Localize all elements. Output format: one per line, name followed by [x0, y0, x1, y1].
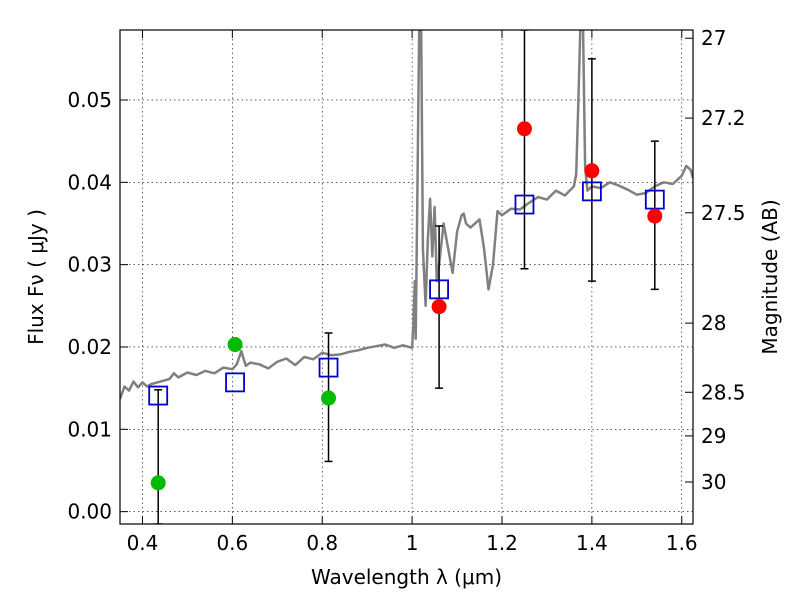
x-tick-label: 0.6: [216, 531, 248, 555]
y-tick-label: 0.04: [67, 170, 112, 194]
model-photometry-square: [429, 279, 449, 300]
marker-layer: [148, 121, 665, 491]
model-photometry-square: [318, 357, 339, 378]
model-spectrum-line: [120, 30, 693, 400]
y2-tick-label: 27: [701, 26, 726, 50]
plot-frame: [119, 29, 694, 525]
model-photometry-square: [148, 385, 169, 406]
y2-tick-label: 27.2: [701, 106, 746, 130]
y-axis-label: Flux Fν ( μJy ): [24, 209, 48, 345]
y2-tick-label: 30: [701, 470, 726, 494]
x-tick-label: 0.4: [127, 531, 159, 555]
model-photometry-square: [581, 181, 602, 202]
y2-tick-label: 28: [701, 311, 726, 335]
y2-axis-label: Magnitude (AB): [758, 199, 782, 354]
x-tick-label: 1.6: [666, 531, 698, 555]
detection-point: [431, 299, 447, 315]
x-tick-label: 1: [406, 531, 419, 555]
x-tick-label: 0.8: [306, 531, 338, 555]
x-tick-label: 1.4: [576, 531, 608, 555]
model-photometry-square: [514, 194, 535, 215]
y2-tick-label: 27.5: [701, 201, 746, 225]
detection-point: [584, 163, 600, 179]
upper-limit-point: [150, 475, 166, 491]
grid-layer: [120, 30, 693, 524]
x-tick-label: 1.2: [486, 531, 518, 555]
tick-layer: 0.4 0.6 0.8 1 1.2 1.4 1.6 0.00 0.01 0.02 0.03 0.04 0…: [67, 26, 745, 555]
y2-tick-label: 29: [701, 424, 726, 448]
y-tick-label: 0.01: [67, 417, 112, 441]
y-tick-label: 0.00: [67, 500, 112, 524]
y2-tick-label: 28.5: [701, 380, 746, 404]
detection-point: [516, 121, 532, 137]
upper-limit-point: [321, 390, 337, 406]
model-spectrum-layer: [120, 30, 693, 400]
detection-point: [647, 208, 663, 224]
y-tick-label: 0.05: [67, 88, 112, 112]
x-axis-label: Wavelength λ (μm): [311, 565, 502, 589]
model-photometry-square: [225, 372, 245, 393]
y-tick-label: 0.03: [67, 253, 112, 277]
upper-limit-point: [227, 337, 243, 353]
y-tick-label: 0.02: [67, 335, 112, 359]
